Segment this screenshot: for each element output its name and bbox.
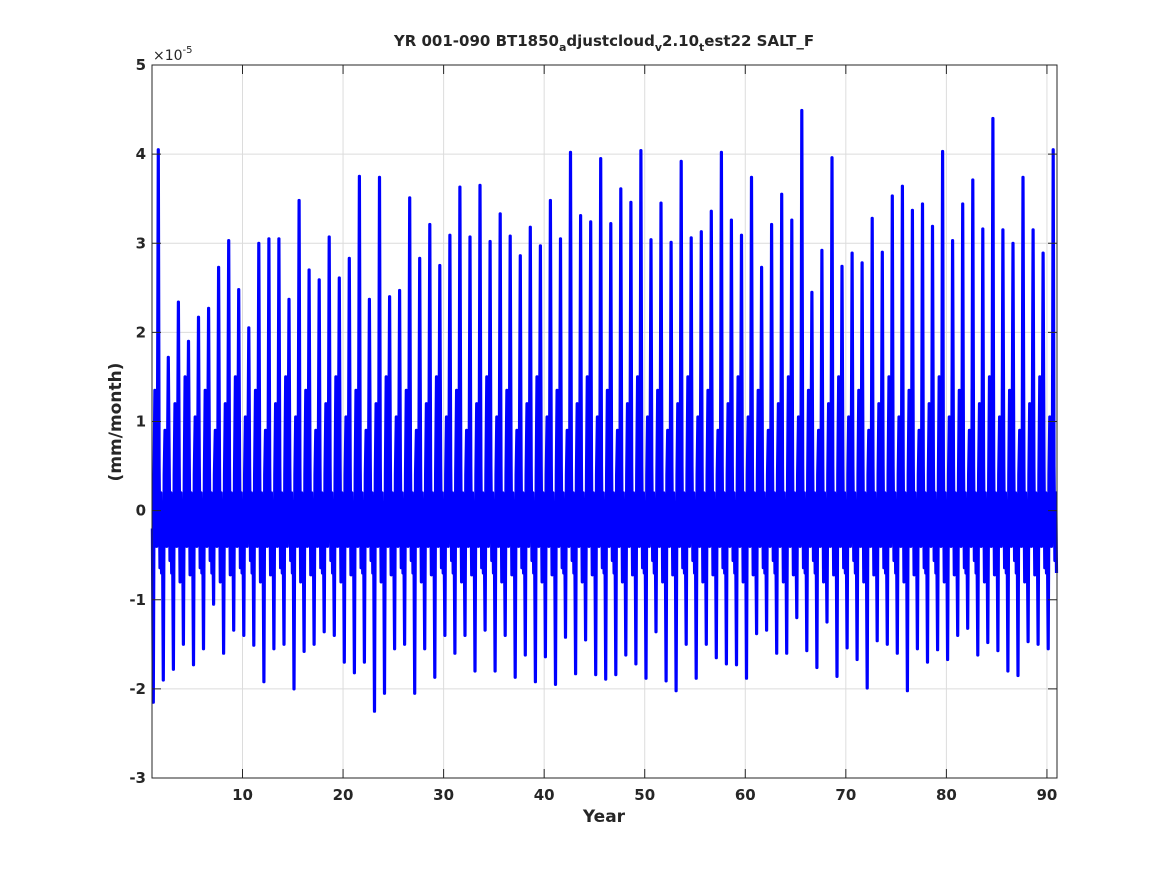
title-part-4: est22 SALT_F — [704, 32, 814, 50]
x-tick-label: 80 — [936, 786, 957, 804]
title-subscript-3: t — [699, 41, 704, 54]
x-axis-label: Year — [582, 807, 626, 827]
x-tick-label: 50 — [634, 786, 655, 804]
data-layer — [150, 108, 1059, 713]
title-part-1: YR 001-090 BT1850 — [393, 32, 559, 50]
y-tick-label: 2 — [136, 323, 146, 341]
y-axis-ticks: -3 -2 -1 0 1 2 3 4 5 — [129, 56, 1057, 787]
y-exponent-label: ×10-5 — [153, 45, 193, 64]
y-tick-label: 4 — [136, 145, 146, 163]
x-tick-label: 20 — [333, 786, 354, 804]
y-tick-label: 1 — [136, 413, 146, 431]
y-tick-label: 5 — [136, 56, 146, 74]
x-tick-label: 60 — [735, 786, 756, 804]
y-exponent-base: ×10 — [153, 48, 183, 64]
y-axis-label: (mm/month) — [106, 363, 126, 482]
title-subscript-2: v — [655, 41, 663, 54]
x-tick-label: 30 — [433, 786, 454, 804]
y-exponent-power: -5 — [183, 45, 193, 56]
x-axis-ticks: 10 20 30 40 50 60 70 80 90 — [232, 65, 1057, 804]
chart-title: YR 001-090 BT1850adjustcloudv2.10test22 … — [393, 32, 814, 54]
y-tick-label: -1 — [129, 591, 146, 609]
series-line-0 — [150, 108, 1059, 713]
y-tick-label: -3 — [129, 769, 146, 787]
y-tick-label: 3 — [136, 234, 146, 252]
y-tick-label: 0 — [136, 502, 146, 520]
x-tick-label: 10 — [232, 786, 253, 804]
x-tick-label: 90 — [1037, 786, 1058, 804]
title-part-2: djustcloud — [566, 32, 654, 50]
x-tick-label: 70 — [835, 786, 856, 804]
title-subscript-1: a — [559, 41, 566, 54]
title-part-3: 2.10 — [662, 32, 699, 50]
y-tick-label: -2 — [129, 680, 146, 698]
x-tick-label: 40 — [534, 786, 555, 804]
